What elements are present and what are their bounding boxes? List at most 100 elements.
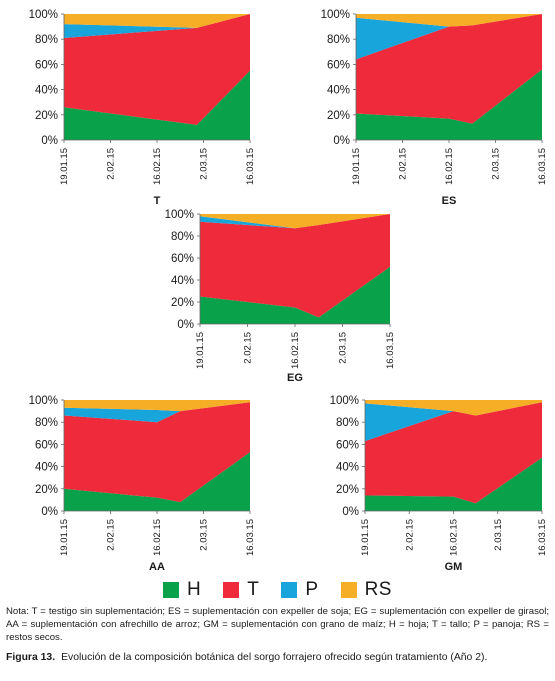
y-tick-label: 100% bbox=[29, 9, 58, 21]
y-tick-label: 80% bbox=[336, 417, 359, 429]
chart-aa: 0% 20% 40% 60% 80% 100% 19.01.15 2.02.15 16.02.1… bbox=[29, 395, 256, 573]
x-tick-label: 2.03.15 bbox=[493, 519, 504, 551]
legend-label-rs: RS bbox=[364, 579, 392, 600]
area-t-gm bbox=[365, 402, 542, 504]
x-tick-label: 16.03.15 bbox=[245, 148, 256, 185]
x-tick-label: 2.02.15 bbox=[404, 519, 415, 551]
y-tick-label: 100% bbox=[165, 209, 194, 221]
y-tick-label: 60% bbox=[327, 59, 350, 71]
x-tick-label: 16.03.15 bbox=[537, 519, 548, 556]
x-tick-label: 16.03.15 bbox=[385, 332, 396, 369]
x-tick-label: 16.03.15 bbox=[537, 148, 548, 185]
figure-caption: Figura 13. Evolución de la composición b… bbox=[6, 651, 549, 664]
area-rs-aa bbox=[64, 400, 250, 412]
y-tick-label: 40% bbox=[171, 275, 194, 287]
x-tick-label: 19.01.15 bbox=[351, 148, 362, 185]
y-tick-label: 20% bbox=[171, 297, 194, 309]
charts-canvas: 0% 20% 40% 60% 80% 100% 19.01.15 2.02.15 16.02.1… bbox=[29, 9, 548, 573]
y-tick-label: 60% bbox=[35, 59, 58, 71]
area-t-eg bbox=[200, 214, 390, 318]
y-tick-label: 0% bbox=[41, 506, 58, 518]
chart-es: 0% 20% 40% 60% 80% 100% 19.01.15 2.02.15 16.02.1… bbox=[321, 9, 548, 207]
legend-swatch-rs bbox=[340, 582, 357, 598]
y-tick-label: 20% bbox=[336, 484, 359, 496]
figure-caption-text: Evolución de la composición botánica del… bbox=[61, 652, 488, 663]
area-rs-gm bbox=[365, 400, 542, 416]
legend-swatch-h bbox=[163, 582, 180, 598]
y-tick-label: 0% bbox=[333, 135, 350, 147]
chart-t: 0% 20% 40% 60% 80% 100% 19.01.15 2.02.15 16.02.1… bbox=[29, 9, 256, 207]
x-tick-label: 2.02.15 bbox=[106, 148, 117, 180]
y-tick-label: 0% bbox=[41, 135, 58, 147]
chart-eg: 0% 20% 40% 60% 80% 100% 19.01.15 2.02.15 16.02.1… bbox=[165, 209, 396, 384]
legend-swatch-p bbox=[281, 582, 298, 598]
area-t-t bbox=[64, 14, 250, 125]
y-tick-label: 80% bbox=[327, 34, 350, 46]
y-tick-label: 80% bbox=[35, 417, 58, 429]
area-p-es bbox=[356, 14, 542, 60]
y-tick-label: 20% bbox=[327, 110, 350, 122]
area-p-aa bbox=[64, 402, 250, 423]
x-tick-label: 2.03.15 bbox=[199, 148, 210, 180]
legend: H T P RS bbox=[0, 579, 555, 601]
x-tick-label: 19.01.15 bbox=[59, 148, 70, 185]
area-p-t bbox=[64, 14, 250, 38]
area-p-gm bbox=[365, 402, 542, 442]
chart-gm: 0% 20% 40% 60% 80% 100% 19.01.15 2.02.15 16.02.1… bbox=[330, 395, 548, 573]
y-tick-label: 100% bbox=[330, 395, 359, 407]
area-rs-eg bbox=[200, 214, 390, 229]
y-tick-label: 100% bbox=[321, 9, 350, 21]
x-tick-label: 2.02.15 bbox=[398, 148, 409, 180]
x-tick-label: 2.03.15 bbox=[199, 519, 210, 551]
y-tick-label: 60% bbox=[171, 253, 194, 265]
legend-item-h: H bbox=[163, 579, 201, 601]
y-tick-label: 60% bbox=[35, 439, 58, 451]
area-h-gm bbox=[365, 457, 542, 511]
x-tick-label: 2.02.15 bbox=[106, 519, 117, 551]
legend-item-p: P bbox=[281, 579, 318, 601]
x-tick-label: 16.02.15 bbox=[444, 148, 455, 185]
chart-label-aa: AA bbox=[149, 561, 165, 573]
y-tick-label: 40% bbox=[35, 462, 58, 474]
legend-item-rs: RS bbox=[340, 579, 392, 601]
y-tick-label: 0% bbox=[177, 319, 194, 331]
area-p-eg bbox=[200, 214, 390, 229]
x-tick-label: 19.01.15 bbox=[360, 519, 371, 556]
y-tick-label: 0% bbox=[342, 506, 359, 518]
y-tick-label: 60% bbox=[336, 439, 359, 451]
y-tick-label: 80% bbox=[35, 34, 58, 46]
x-tick-label: 2.03.15 bbox=[491, 148, 502, 180]
legend-item-t: T bbox=[223, 579, 259, 601]
area-t-aa bbox=[64, 402, 250, 503]
area-t-es bbox=[356, 14, 542, 124]
y-tick-label: 100% bbox=[29, 395, 58, 407]
x-tick-label: 2.02.15 bbox=[243, 332, 254, 364]
x-tick-label: 16.03.15 bbox=[245, 519, 256, 556]
x-tick-label: 2.03.15 bbox=[338, 332, 349, 364]
x-tick-label: 19.01.15 bbox=[195, 332, 206, 369]
chart-label-t: T bbox=[154, 195, 161, 207]
area-h-es bbox=[356, 69, 542, 140]
x-tick-label: 16.02.15 bbox=[152, 148, 163, 185]
legend-label-t: T bbox=[247, 579, 260, 600]
y-tick-label: 40% bbox=[327, 85, 350, 97]
x-tick-label: 16.02.15 bbox=[152, 519, 163, 556]
y-tick-label: 40% bbox=[336, 462, 359, 474]
figure-note: Nota: T = testigo sin suplementación; ES… bbox=[6, 606, 549, 643]
legend-swatch-t bbox=[223, 582, 240, 598]
y-tick-label: 20% bbox=[35, 484, 58, 496]
x-tick-label: 16.02.15 bbox=[449, 519, 460, 556]
figure-label: Figura 13. bbox=[6, 652, 56, 663]
chart-label-eg: EG bbox=[287, 372, 303, 384]
legend-label-h: H bbox=[187, 579, 202, 600]
chart-label-gm: GM bbox=[445, 561, 463, 573]
area-h-t bbox=[64, 70, 250, 140]
x-tick-label: 19.01.15 bbox=[59, 519, 70, 556]
y-tick-label: 20% bbox=[35, 110, 58, 122]
y-tick-label: 80% bbox=[171, 231, 194, 243]
legend-label-p: P bbox=[305, 579, 319, 600]
chart-label-es: ES bbox=[442, 195, 457, 207]
area-rs-t bbox=[64, 14, 250, 28]
y-tick-label: 40% bbox=[35, 85, 58, 97]
area-rs-es bbox=[356, 14, 542, 27]
